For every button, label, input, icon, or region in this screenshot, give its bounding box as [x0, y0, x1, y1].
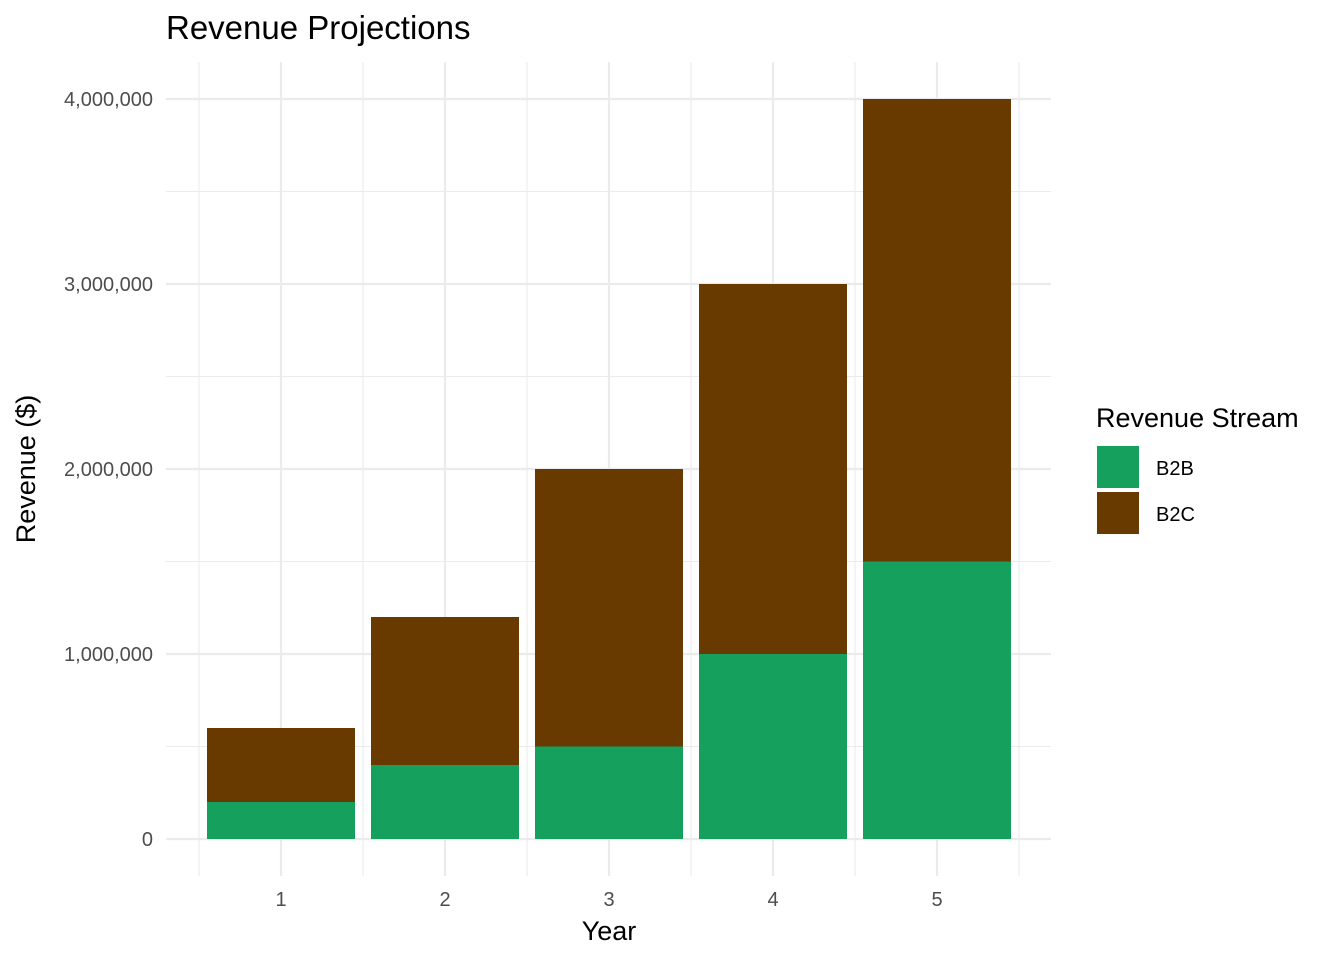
bar-b2c-year-3 [535, 469, 683, 747]
bar-b2b-year-4 [699, 654, 847, 839]
y-tick-label: 0 [142, 829, 153, 851]
x-tick-label: 4 [767, 889, 778, 911]
legend: Revenue Stream B2B B2C [1096, 403, 1299, 534]
chart-title: Revenue Projections [166, 9, 471, 46]
y-axis-title: Revenue ($) [11, 395, 41, 544]
legend-label-b2c: B2C [1156, 504, 1195, 526]
legend-items: B2B B2C [1097, 446, 1195, 534]
x-axis-ticks: 1 2 3 4 5 [275, 889, 942, 911]
bar-b2c-year-2 [371, 617, 519, 765]
y-tick-label: 3,000,000 [64, 274, 153, 296]
legend-swatch-b2c [1097, 492, 1139, 534]
bars [207, 99, 1011, 839]
y-tick-label: 4,000,000 [64, 89, 153, 111]
bar-b2b-year-5 [863, 561, 1011, 839]
legend-title: Revenue Stream [1096, 403, 1299, 433]
x-tick-label: 2 [439, 889, 450, 911]
bar-b2b-year-1 [207, 802, 355, 839]
x-tick-label: 3 [603, 889, 614, 911]
bar-b2b-year-2 [371, 765, 519, 839]
bar-b2c-year-5 [863, 99, 1011, 562]
x-tick-label: 5 [931, 889, 942, 911]
bar-b2c-year-4 [699, 284, 847, 654]
y-tick-label: 1,000,000 [64, 644, 153, 666]
bar-b2c-year-1 [207, 728, 355, 802]
y-axis-ticks: 0 1,000,000 2,000,000 3,000,000 4,000,000 [64, 89, 153, 851]
bar-b2b-year-3 [535, 746, 683, 839]
y-tick-label: 2,000,000 [64, 459, 153, 481]
x-tick-label: 1 [275, 889, 286, 911]
legend-swatch-b2b [1097, 446, 1139, 488]
legend-label-b2b: B2B [1156, 458, 1194, 480]
x-axis-title: Year [582, 916, 637, 946]
